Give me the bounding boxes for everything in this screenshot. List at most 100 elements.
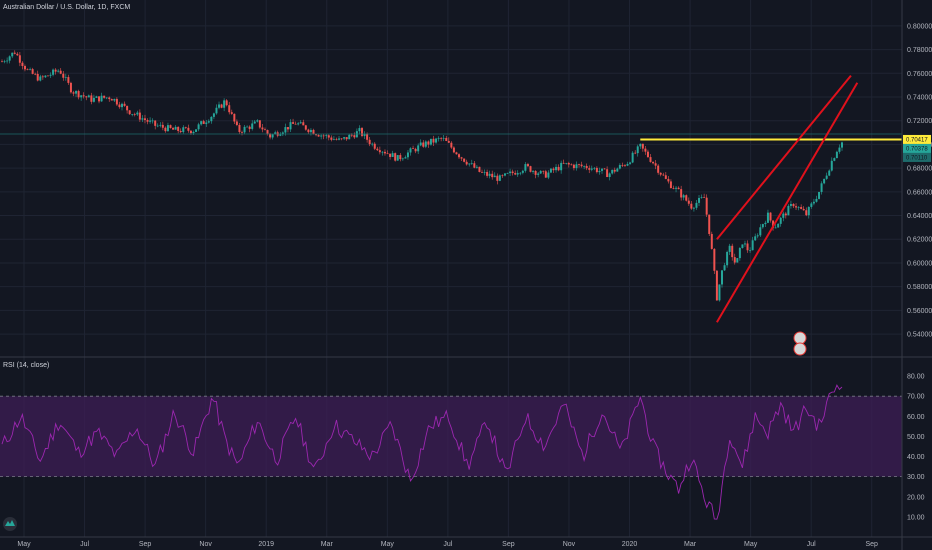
candle-body	[447, 140, 450, 143]
candle-body	[343, 137, 346, 139]
candle-body	[728, 245, 731, 252]
candle-body	[761, 224, 764, 228]
candle-body	[764, 222, 767, 225]
candle-body	[823, 178, 826, 184]
flag-icon[interactable]	[793, 331, 807, 356]
candle-body	[340, 138, 343, 140]
candle-body	[381, 151, 384, 153]
candle-body	[483, 171, 486, 173]
candle-body	[361, 128, 363, 136]
candle-body	[82, 95, 85, 97]
candle-body	[350, 134, 353, 136]
candle-body	[506, 173, 509, 174]
y-tick-label: 0.62000	[907, 237, 932, 244]
candle-body	[526, 164, 529, 167]
candle-body	[391, 153, 394, 157]
candle-body	[529, 166, 532, 172]
wedge-lower-line	[716, 82, 859, 323]
secondary-price-tag: 0.70110	[906, 156, 928, 162]
candle-body	[184, 127, 187, 128]
candle-body	[289, 122, 292, 130]
candle-body	[590, 168, 593, 170]
candle-body	[327, 135, 330, 138]
candle-body	[85, 96, 88, 98]
candle-body	[685, 195, 688, 201]
candle-body	[537, 173, 540, 175]
candle-body	[309, 129, 312, 133]
candle-body	[503, 173, 506, 176]
y-tick-label: 0.56000	[907, 308, 932, 315]
candle-body	[338, 138, 341, 140]
candle-body	[772, 220, 775, 228]
candle-body	[233, 113, 236, 122]
candle-body	[442, 137, 445, 139]
candle-body	[212, 113, 215, 117]
x-tick-label: 2020	[622, 541, 638, 548]
candle-body	[126, 105, 129, 111]
x-tick-label: Jul	[80, 541, 89, 548]
candle-body	[87, 95, 90, 98]
candle-body	[210, 116, 213, 122]
candle-body	[192, 131, 195, 134]
candle-body	[417, 145, 420, 152]
candle-body	[631, 152, 634, 163]
candle-body	[11, 52, 14, 57]
x-tick-label: 2019	[258, 541, 274, 548]
x-tick-label: Nov	[199, 541, 212, 548]
candle-body	[792, 203, 795, 207]
candle-body	[358, 128, 361, 132]
candle-body	[284, 127, 287, 133]
candle-body	[57, 70, 60, 72]
x-tick-label: Jul	[443, 541, 452, 548]
candle-body	[749, 250, 752, 251]
candle-body	[432, 138, 435, 143]
candle-body	[710, 233, 713, 249]
candle-body	[629, 162, 632, 164]
candle-body	[215, 107, 218, 114]
secondary-price-tag-bg	[903, 152, 931, 162]
candle-body	[202, 121, 205, 124]
candle-body	[585, 165, 588, 169]
y-tick-label: 0.60000	[907, 260, 932, 267]
candle-body	[46, 75, 49, 77]
candle-body	[493, 175, 496, 178]
candle-body	[118, 104, 121, 108]
candle-body	[330, 137, 333, 140]
candle-body	[782, 213, 785, 218]
candle-body	[31, 69, 34, 74]
candle-body	[230, 112, 233, 114]
candle-body	[302, 122, 305, 126]
candle-body	[218, 104, 221, 108]
candle-body	[465, 161, 468, 165]
candle-body	[164, 127, 167, 132]
candle-body	[695, 202, 698, 208]
candle-body	[488, 173, 491, 176]
candle-body	[166, 125, 169, 132]
candle-body	[406, 152, 409, 158]
candle-body	[174, 126, 177, 130]
candle-body	[795, 206, 798, 208]
candle-body	[838, 147, 841, 152]
candle-body	[238, 124, 241, 132]
candle-body	[692, 207, 695, 209]
candle-body	[75, 91, 78, 94]
candle-body	[95, 96, 98, 98]
candle-body	[532, 170, 535, 172]
candle-body	[746, 243, 749, 251]
candle-body	[286, 127, 289, 130]
candle-body	[320, 135, 323, 137]
candle-body	[450, 142, 453, 148]
logo-icon[interactable]	[3, 517, 17, 531]
level-price-tag-bg	[903, 134, 931, 144]
candle-body	[690, 203, 693, 209]
candle-body	[708, 214, 711, 234]
candle-body	[274, 132, 277, 135]
candle-body	[440, 138, 443, 139]
candle-body	[258, 120, 261, 128]
candle-body	[784, 213, 787, 216]
x-tick-label: Sep	[865, 541, 878, 548]
candle-body	[603, 168, 606, 170]
candle-body	[481, 171, 483, 173]
